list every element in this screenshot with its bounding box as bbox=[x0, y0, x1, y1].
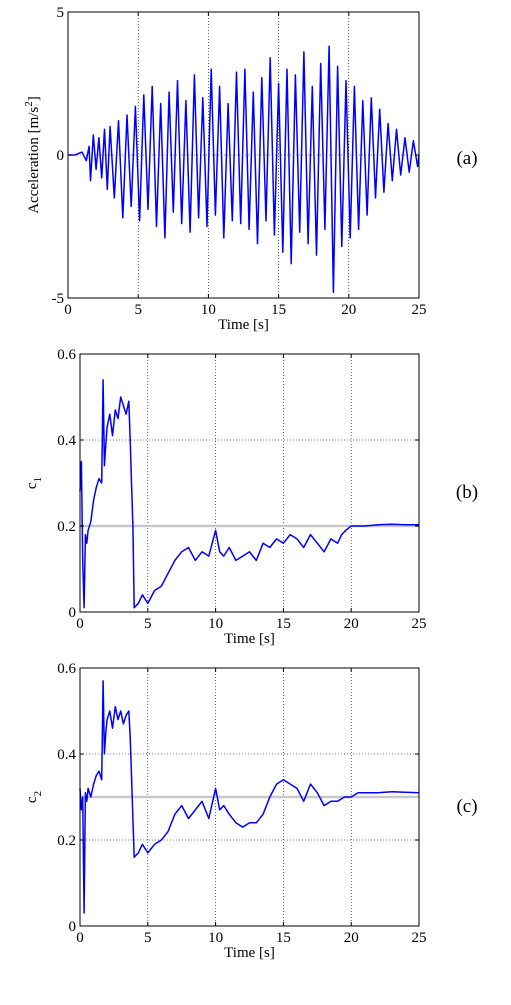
x-axis-label: Time [s] bbox=[224, 945, 275, 961]
x-tick-label: 0 bbox=[76, 930, 84, 946]
x-tick-label: 0 bbox=[64, 302, 72, 318]
x-tick-label: 15 bbox=[271, 302, 286, 318]
x-tick-label: 5 bbox=[134, 302, 142, 318]
x-tick-label: 15 bbox=[276, 616, 291, 632]
chart-panel-3: 0 5 10 15 20 25 0 0.2 0.4 0.6 Time [s] c2 (c) bbox=[24, 661, 478, 961]
panel-label: (c) bbox=[456, 796, 477, 817]
plot-frame bbox=[79, 667, 420, 927]
y-axis-label-main: Acceleration [m/s bbox=[26, 107, 42, 214]
y-tick-label: 0 bbox=[57, 148, 65, 164]
x-axis-label: Time [s] bbox=[218, 317, 269, 333]
x-axis-label: Time [s] bbox=[224, 631, 275, 647]
x-tick-label: 25 bbox=[412, 302, 427, 318]
y-axis-label: Acceleration [m/s2] bbox=[23, 96, 42, 214]
y-axis-label: c2 bbox=[24, 791, 44, 803]
panel-label: (b) bbox=[456, 482, 478, 503]
series-line-1 bbox=[79, 379, 419, 609]
x-tick-label: 5 bbox=[144, 930, 152, 946]
x-tick-label: 10 bbox=[201, 302, 216, 318]
y-tick-label: 0 bbox=[69, 605, 77, 621]
x-tick-label: 25 bbox=[412, 616, 427, 632]
series-line-1 bbox=[68, 45, 420, 294]
x-tick-label: 0 bbox=[76, 616, 84, 632]
y-tick-label: 0.2 bbox=[57, 519, 76, 535]
y-axis-label: c1 bbox=[24, 477, 44, 489]
y-tick-label: 0.6 bbox=[57, 347, 76, 363]
y-tick-label: 0 bbox=[69, 919, 77, 935]
y-tick-label: 0.6 bbox=[57, 661, 76, 677]
y-tick-label: 0.2 bbox=[57, 833, 76, 849]
x-tick-label: 20 bbox=[344, 616, 359, 632]
y-axis-label-subscript: 2 bbox=[32, 791, 44, 797]
plot-frame bbox=[79, 353, 420, 613]
y-tick-label: -5 bbox=[52, 291, 65, 307]
y-tick-label: 5 bbox=[57, 5, 65, 21]
x-tick-label: 20 bbox=[341, 302, 356, 318]
y-axis-label-main: c bbox=[24, 796, 40, 803]
x-tick-label: 25 bbox=[412, 930, 427, 946]
y-axis-label-subscript: 1 bbox=[32, 477, 44, 483]
panel-label: (a) bbox=[456, 148, 477, 169]
x-tick-label: 10 bbox=[208, 616, 223, 632]
y-tick-label: 0.4 bbox=[57, 433, 76, 449]
x-tick-label: 10 bbox=[208, 930, 223, 946]
x-tick-label: 15 bbox=[276, 930, 291, 946]
x-tick-label: 5 bbox=[144, 616, 152, 632]
x-tick-label: 20 bbox=[344, 930, 359, 946]
y-axis-label-end: ] bbox=[26, 96, 42, 101]
chart-panel-2: 0 5 10 15 20 25 0 0.2 0.4 0.6 Time [s] c1 (b) bbox=[24, 347, 478, 647]
y-tick-label: 0.4 bbox=[57, 747, 76, 763]
y-axis-label-superscript: 2 bbox=[23, 101, 35, 107]
y-axis-label-main: c bbox=[24, 482, 40, 489]
series-line-1 bbox=[79, 680, 420, 914]
